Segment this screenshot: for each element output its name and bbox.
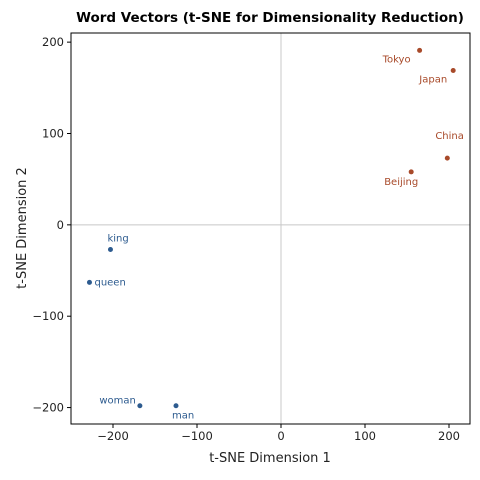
point-tokyo: [417, 47, 423, 53]
label-woman: woman: [99, 396, 136, 407]
plot-frame: [70, 32, 471, 425]
x-tick-label: 100: [354, 429, 376, 443]
point-king: [107, 247, 113, 253]
x-axis-label: t-SNE Dimension 1: [209, 451, 331, 466]
point-queen: [86, 279, 92, 285]
zero-lines: [71, 33, 470, 424]
y-axis-ticks: −200 −100 0 100 200: [32, 35, 71, 415]
data-points: [86, 47, 456, 409]
label-man: man: [172, 411, 194, 422]
label-japan: Japan: [418, 74, 447, 85]
y-axis-label: t-SNE Dimension 2: [15, 167, 30, 289]
point-china: [444, 155, 450, 161]
label-king: king: [107, 234, 128, 245]
x-tick-label: −100: [181, 429, 213, 443]
x-tick-label: −200: [97, 429, 129, 443]
point-beijing: [408, 169, 414, 175]
y-tick-label: 100: [42, 126, 64, 140]
y-tick-label: −100: [32, 309, 64, 323]
point-japan: [450, 67, 456, 73]
y-tick-label: 200: [42, 35, 64, 49]
point-woman: [137, 403, 143, 409]
x-tick-label: 200: [438, 429, 460, 443]
y-tick-label: 0: [57, 218, 64, 232]
label-china: China: [435, 131, 464, 142]
label-beijing: Beijing: [384, 177, 418, 188]
x-tick-label: 0: [277, 429, 284, 443]
point-labels: king queen man woman Tokyo Japan China Beijing: [94, 54, 463, 421]
x-axis-ticks: −200 −100 0 100 200: [97, 424, 460, 443]
y-tick-label: −200: [32, 401, 64, 415]
label-tokyo: Tokyo: [382, 54, 411, 65]
point-man: [173, 403, 179, 409]
chart-title: Word Vectors (t-SNE for Dimensionality R…: [76, 10, 464, 26]
label-queen: queen: [94, 277, 125, 288]
